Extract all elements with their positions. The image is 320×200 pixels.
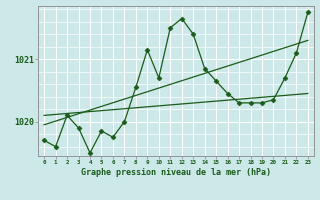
- X-axis label: Graphe pression niveau de la mer (hPa): Graphe pression niveau de la mer (hPa): [81, 168, 271, 177]
